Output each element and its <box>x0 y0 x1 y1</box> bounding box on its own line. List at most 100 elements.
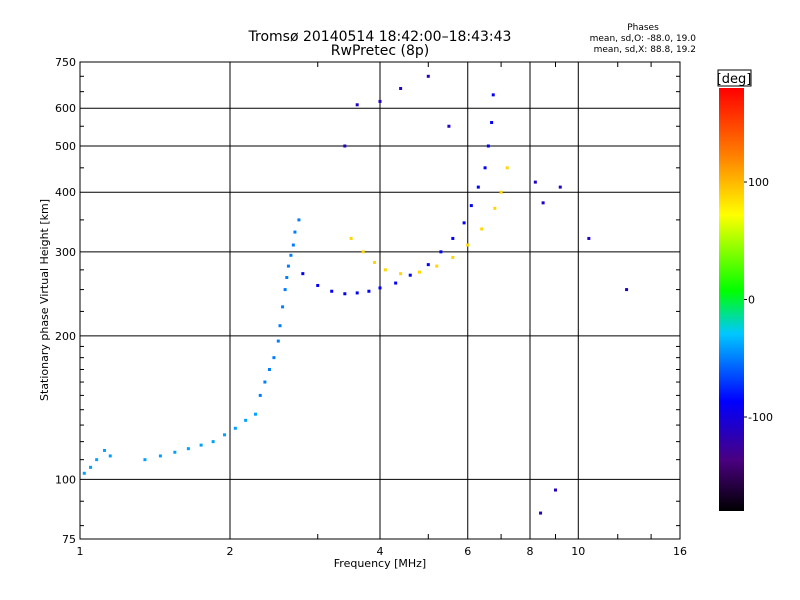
data-point <box>289 253 293 257</box>
data-point <box>451 236 455 240</box>
data-point <box>276 339 280 343</box>
x-tick-label: 4 <box>377 545 384 558</box>
x-tick-label: 1 <box>77 545 84 558</box>
data-point <box>625 288 629 292</box>
data-point <box>143 458 147 462</box>
chart-title: Tromsø 20140514 18:42:00–18:43:43 <box>248 29 512 45</box>
data-point <box>301 272 305 276</box>
data-point <box>355 103 359 107</box>
data-point <box>316 283 320 287</box>
x-tick-label: 10 <box>571 545 585 558</box>
data-point <box>293 230 297 234</box>
x-tick-label: 6 <box>464 545 471 558</box>
y-tick-label: 200 <box>55 330 76 343</box>
data-point <box>233 426 237 430</box>
data-point <box>95 458 99 462</box>
x-tick-label: 16 <box>673 545 687 558</box>
data-point <box>373 260 377 264</box>
data-point <box>394 281 398 285</box>
data-point <box>383 268 387 272</box>
data-point <box>283 288 287 292</box>
data-point <box>447 124 451 128</box>
data-point <box>186 447 190 451</box>
y-tick-label: 400 <box>55 186 76 199</box>
data-points <box>82 74 629 515</box>
data-point <box>297 218 301 222</box>
data-point <box>367 289 371 293</box>
data-point <box>263 380 267 384</box>
data-point <box>469 204 473 208</box>
data-point <box>480 227 484 231</box>
data-point <box>408 273 412 277</box>
data-point <box>108 454 112 458</box>
data-point <box>493 206 497 210</box>
data-point <box>399 272 403 276</box>
colorbar <box>719 88 744 511</box>
data-point <box>223 433 227 437</box>
data-point <box>539 511 543 515</box>
grid-lines <box>80 62 680 539</box>
data-point <box>476 185 480 189</box>
data-point <box>378 286 382 290</box>
data-point <box>281 305 285 309</box>
y-tick-label: 500 <box>55 140 76 153</box>
y-tick-label: 100 <box>55 473 76 486</box>
data-point <box>426 74 430 78</box>
data-point <box>158 454 162 458</box>
x-tick-label: 8 <box>527 545 534 558</box>
data-point <box>491 93 495 97</box>
colorbar-tick-label: 100 <box>748 176 769 189</box>
data-point <box>587 236 591 240</box>
data-point <box>103 448 107 452</box>
x-tick-label: 2 <box>227 545 234 558</box>
data-point <box>490 121 494 125</box>
data-point <box>439 250 443 254</box>
data-point <box>451 255 455 259</box>
colorbar-label: [deg] <box>717 72 752 87</box>
data-point <box>89 465 93 469</box>
y-axis-ticks: 75 100 200 300 400 500 600 750 <box>55 56 680 546</box>
data-point <box>505 166 509 170</box>
colorbar-tick-label: -100 <box>748 411 773 424</box>
data-point <box>355 291 359 295</box>
data-point <box>82 471 86 475</box>
colorbar-tick-label: 0 <box>748 294 755 307</box>
y-tick-label: 300 <box>55 246 76 259</box>
data-point <box>499 190 503 194</box>
data-point <box>486 144 490 148</box>
data-point <box>285 276 289 280</box>
data-point <box>466 243 470 247</box>
data-point <box>483 166 487 170</box>
data-point <box>330 289 334 293</box>
data-point <box>553 488 557 492</box>
data-point <box>426 263 430 267</box>
x-axis-ticks: 1 2 4 6 8 10 16 <box>77 62 687 558</box>
data-point <box>253 412 257 416</box>
y-axis-label: Stationary phase Virtual Height [km] <box>38 199 51 401</box>
phases-line-o: mean, sd,O: -88.0, 19.0 <box>590 34 697 44</box>
data-point <box>173 450 177 454</box>
data-point <box>258 393 262 397</box>
data-point <box>541 201 545 205</box>
data-point <box>462 221 466 225</box>
phases-line-x: mean, sd,X: 88.8, 19.2 <box>594 45 696 55</box>
colorbar-label-box <box>717 69 752 87</box>
data-point <box>417 270 421 274</box>
y-tick-label: 750 <box>55 56 76 69</box>
y-tick-label: 75 <box>62 533 76 546</box>
colorbar-ticks: 100 0 -100 <box>744 176 773 424</box>
chart-subtitle: RwPretec (8p) <box>331 43 429 59</box>
data-point <box>211 440 215 444</box>
data-point <box>349 236 353 240</box>
data-point <box>267 367 271 371</box>
data-point <box>199 443 203 447</box>
data-point <box>558 185 562 189</box>
data-point <box>278 324 282 328</box>
data-point <box>399 86 403 90</box>
data-point <box>272 356 276 360</box>
data-point <box>291 243 295 247</box>
phases-heading: Phases <box>627 23 659 33</box>
data-point <box>361 250 365 254</box>
y-tick-label: 600 <box>55 102 76 115</box>
